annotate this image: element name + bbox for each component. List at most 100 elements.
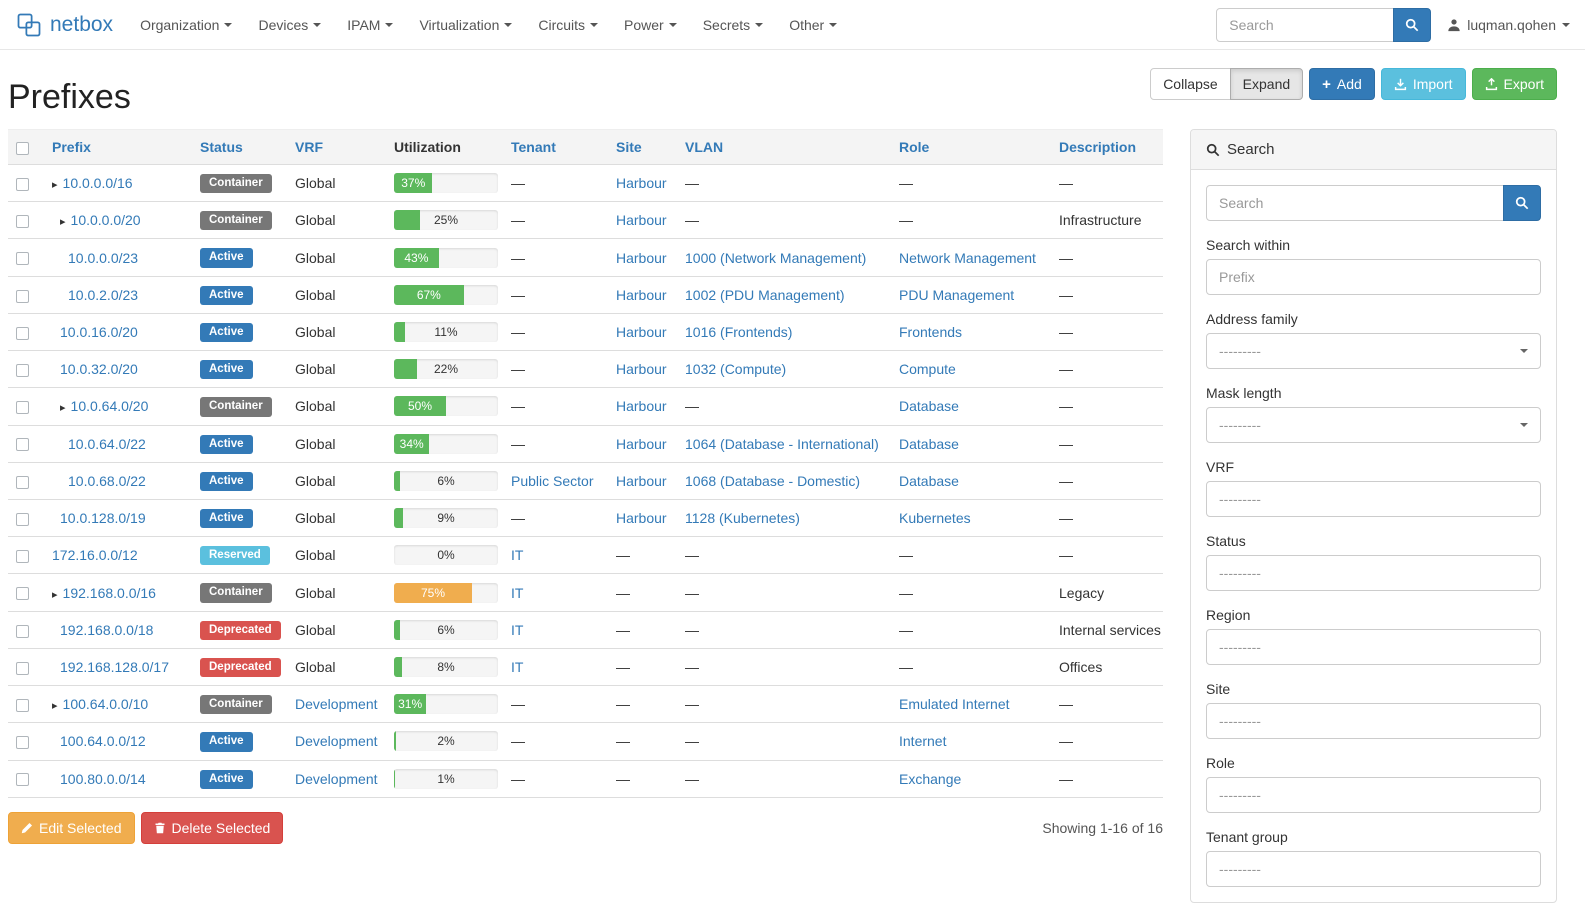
input-region[interactable] xyxy=(1206,629,1541,665)
expand-arrow-icon[interactable]: ▸ xyxy=(52,179,58,192)
column-header-vrf[interactable]: VRF xyxy=(287,129,386,165)
role-link[interactable]: Network Management xyxy=(899,249,1036,266)
search-button[interactable] xyxy=(1393,7,1432,42)
column-header-site[interactable]: Site xyxy=(608,129,677,165)
site-link[interactable]: Harbour xyxy=(616,472,667,489)
select-address-family[interactable]: --------- xyxy=(1206,333,1541,369)
filter-search-input[interactable] xyxy=(1206,185,1504,221)
prefix-link[interactable]: 10.0.128.0/19 xyxy=(60,510,146,527)
prefix-link[interactable]: 192.168.0.0/18 xyxy=(60,621,154,638)
row-checkbox[interactable] xyxy=(16,475,29,489)
add-button[interactable]: + Add xyxy=(1309,68,1375,100)
site-link[interactable]: Harbour xyxy=(616,286,667,303)
export-button[interactable]: Export xyxy=(1471,68,1557,100)
prefix-link[interactable]: 10.0.64.0/20 xyxy=(70,398,149,415)
prefix-link[interactable]: 192.168.0.0/16 xyxy=(62,584,156,601)
input-tenant-group[interactable] xyxy=(1206,851,1541,887)
delete-selected-button[interactable]: Delete Selected xyxy=(140,811,284,844)
vlan-link[interactable]: 1016 (Frontends) xyxy=(685,323,793,340)
column-header-vlan[interactable]: VLAN xyxy=(677,129,891,165)
input-status[interactable] xyxy=(1206,555,1541,591)
nav-item-virtualization[interactable]: Virtualization xyxy=(406,0,525,50)
row-checkbox[interactable] xyxy=(16,698,29,712)
prefix-link[interactable]: 10.0.32.0/20 xyxy=(60,361,138,378)
row-checkbox[interactable] xyxy=(16,401,29,415)
row-checkbox[interactable] xyxy=(16,364,29,377)
role-link[interactable]: Emulated Internet xyxy=(899,696,1010,713)
row-checkbox[interactable] xyxy=(16,215,29,229)
tenant-link[interactable]: IT xyxy=(511,658,524,675)
row-checkbox[interactable] xyxy=(16,326,29,340)
column-header-role[interactable]: Role xyxy=(891,129,1051,165)
tenant-link[interactable]: IT xyxy=(511,547,524,564)
site-link[interactable]: Harbour xyxy=(616,212,667,229)
input-vrf[interactable] xyxy=(1206,481,1541,517)
expand-arrow-icon[interactable]: ▸ xyxy=(52,588,58,601)
nav-item-other[interactable]: Other xyxy=(776,0,850,50)
row-checkbox[interactable] xyxy=(16,438,29,452)
role-link[interactable]: Internet xyxy=(899,733,947,750)
site-link[interactable]: Harbour xyxy=(616,510,667,527)
user-menu[interactable]: luqman.qohen xyxy=(1447,17,1570,33)
site-link[interactable]: Harbour xyxy=(616,398,667,415)
vlan-link[interactable]: 1000 (Network Management) xyxy=(685,249,867,266)
prefix-link[interactable]: 10.0.64.0/22 xyxy=(68,435,146,452)
select-mask-length[interactable]: --------- xyxy=(1206,407,1541,443)
prefix-link[interactable]: 10.0.2.0/23 xyxy=(68,286,139,303)
input-site[interactable] xyxy=(1206,703,1541,739)
row-checkbox[interactable] xyxy=(16,512,29,526)
row-checkbox[interactable] xyxy=(16,550,29,564)
vlan-link[interactable]: 1128 (Kubernetes) xyxy=(685,510,800,527)
nav-item-devices[interactable]: Devices xyxy=(245,0,334,50)
prefix-link[interactable]: 10.0.0.0/23 xyxy=(68,249,139,266)
vlan-link[interactable]: 1032 (Compute) xyxy=(685,361,787,378)
column-header-status[interactable]: Status xyxy=(192,129,287,165)
site-link[interactable]: Harbour xyxy=(616,323,667,340)
role-link[interactable]: Database xyxy=(899,435,959,452)
netbox-brand[interactable]: netbox xyxy=(15,11,113,39)
vlan-link[interactable]: 1064 (Database - International) xyxy=(685,435,879,452)
search-input[interactable] xyxy=(1216,7,1395,42)
column-header-description[interactable]: Description xyxy=(1051,129,1163,165)
row-checkbox[interactable] xyxy=(16,661,29,675)
input-search-within[interactable] xyxy=(1206,259,1541,295)
nav-item-ipam[interactable]: IPAM xyxy=(334,0,406,50)
expand-button[interactable]: Expand xyxy=(1229,68,1304,100)
prefix-link[interactable]: 10.0.0.0/20 xyxy=(70,212,141,229)
tenant-link[interactable]: IT xyxy=(511,621,524,638)
prefix-link[interactable]: 172.16.0.0/12 xyxy=(52,547,138,564)
vrf-link[interactable]: Development xyxy=(295,733,378,750)
nav-item-organization[interactable]: Organization xyxy=(127,0,245,50)
site-link[interactable]: Harbour xyxy=(616,175,667,192)
expand-arrow-icon[interactable]: ▸ xyxy=(60,216,66,229)
prefix-link[interactable]: 192.168.128.0/17 xyxy=(60,658,169,675)
input-role[interactable] xyxy=(1206,777,1541,813)
filter-search-button[interactable] xyxy=(1503,185,1541,221)
role-link[interactable]: Compute xyxy=(899,361,956,378)
nav-item-secrets[interactable]: Secrets xyxy=(690,0,776,50)
nav-item-power[interactable]: Power xyxy=(611,0,690,50)
role-link[interactable]: Kubernetes xyxy=(899,510,971,527)
row-checkbox[interactable] xyxy=(16,587,29,601)
prefix-link[interactable]: 10.0.16.0/20 xyxy=(60,323,138,340)
prefix-link[interactable]: 10.0.0.0/16 xyxy=(62,175,133,192)
row-checkbox[interactable] xyxy=(16,624,29,638)
prefix-link[interactable]: 100.64.0.0/10 xyxy=(62,696,149,713)
role-link[interactable]: Frontends xyxy=(899,323,963,340)
row-checkbox[interactable] xyxy=(16,177,29,191)
site-link[interactable]: Harbour xyxy=(616,435,667,452)
tenant-link[interactable]: IT xyxy=(511,584,524,601)
site-link[interactable]: Harbour xyxy=(616,249,667,266)
vrf-link[interactable]: Development xyxy=(295,770,378,787)
site-link[interactable]: Harbour xyxy=(616,361,667,378)
collapse-button[interactable]: Collapse xyxy=(1150,68,1231,100)
row-checkbox[interactable] xyxy=(16,289,29,303)
expand-arrow-icon[interactable]: ▸ xyxy=(52,700,58,713)
vlan-link[interactable]: 1068 (Database - Domestic) xyxy=(685,472,861,489)
column-header-prefix[interactable]: Prefix xyxy=(44,129,192,165)
select-all-checkbox[interactable] xyxy=(16,141,29,155)
role-link[interactable]: Exchange xyxy=(899,770,962,787)
prefix-link[interactable]: 100.80.0.0/14 xyxy=(60,770,146,787)
tenant-link[interactable]: Public Sector xyxy=(511,472,594,489)
role-link[interactable]: PDU Management xyxy=(899,286,1015,303)
